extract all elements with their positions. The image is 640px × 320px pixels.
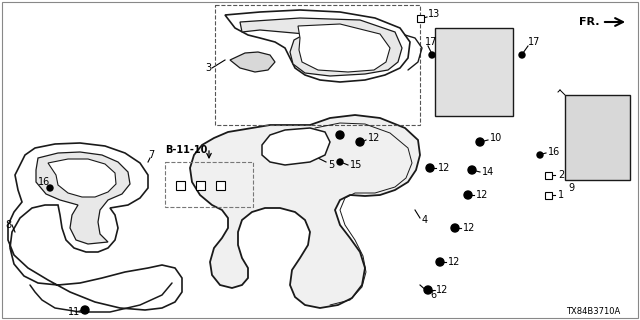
Polygon shape [48, 159, 116, 197]
Text: 17: 17 [425, 37, 437, 47]
Circle shape [451, 224, 459, 232]
Text: 12: 12 [448, 257, 460, 267]
Text: 10: 10 [490, 133, 502, 143]
Circle shape [424, 286, 432, 294]
Bar [216, 180, 225, 189]
Bar [215, 5, 420, 125]
Circle shape [464, 191, 472, 199]
Text: TX84B3710A: TX84B3710A [566, 308, 620, 316]
Text: 8: 8 [5, 220, 11, 230]
Circle shape [519, 52, 525, 58]
Text: 9: 9 [568, 183, 574, 193]
Text: 12: 12 [438, 163, 451, 173]
Circle shape [476, 138, 484, 146]
Circle shape [47, 185, 53, 191]
Text: 16: 16 [548, 147, 560, 157]
Text: 2: 2 [558, 170, 564, 180]
Text: 12: 12 [463, 223, 476, 233]
Bar [565, 95, 630, 180]
Text: B-11-10: B-11-10 [165, 145, 207, 155]
Text: 17: 17 [528, 37, 540, 47]
Circle shape [426, 164, 434, 172]
Circle shape [337, 159, 343, 165]
Text: FR.: FR. [579, 17, 600, 27]
Polygon shape [298, 24, 390, 72]
Circle shape [356, 138, 364, 146]
Bar [435, 28, 513, 116]
Text: 11: 11 [68, 307, 80, 317]
Text: 12: 12 [436, 285, 449, 295]
Bar [175, 180, 184, 189]
Text: 16: 16 [38, 177, 51, 187]
Circle shape [537, 152, 543, 158]
Text: 14: 14 [482, 167, 494, 177]
Text: 3: 3 [205, 63, 211, 73]
Polygon shape [190, 115, 420, 308]
Text: 7: 7 [148, 150, 154, 160]
Text: 15: 15 [350, 160, 362, 170]
Text: 5: 5 [328, 160, 334, 170]
Polygon shape [230, 52, 275, 72]
Text: 13: 13 [428, 9, 440, 19]
Text: 1: 1 [558, 190, 564, 200]
Polygon shape [240, 18, 402, 76]
Bar [545, 191, 552, 198]
Text: 12: 12 [476, 190, 488, 200]
Circle shape [468, 166, 476, 174]
Polygon shape [8, 143, 182, 310]
Text: 6: 6 [430, 290, 436, 300]
Bar [417, 14, 424, 21]
Bar [545, 172, 552, 179]
Text: 12: 12 [368, 133, 380, 143]
Polygon shape [262, 128, 330, 165]
Bar [165, 162, 253, 207]
Circle shape [336, 131, 344, 139]
Circle shape [81, 306, 89, 314]
Circle shape [429, 52, 435, 58]
Text: 4: 4 [422, 215, 428, 225]
Bar [195, 180, 205, 189]
Polygon shape [225, 10, 410, 82]
Polygon shape [36, 152, 130, 244]
Circle shape [436, 258, 444, 266]
